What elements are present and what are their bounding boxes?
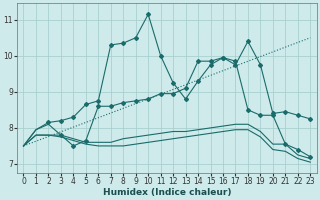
- X-axis label: Humidex (Indice chaleur): Humidex (Indice chaleur): [103, 188, 231, 197]
